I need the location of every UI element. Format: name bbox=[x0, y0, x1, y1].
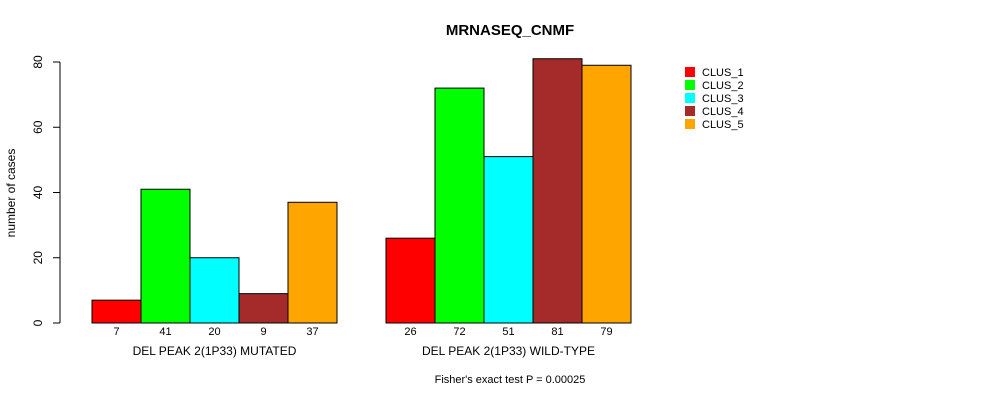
bar-count-label: 72 bbox=[453, 326, 465, 338]
bar-clus-4-group-1 bbox=[238, 293, 289, 324]
bar-clus-2-group-2 bbox=[434, 87, 485, 324]
legend-label: CLUS_2 bbox=[702, 80, 744, 92]
bar-clus-5-group-1 bbox=[287, 201, 338, 324]
y-axis: 0 20 40 60 80 bbox=[31, 55, 61, 326]
legend-swatch bbox=[685, 119, 695, 129]
bar-count-label: 51 bbox=[502, 326, 514, 338]
fisher-test-annotation: Fisher's exact test P = 0.00025 bbox=[435, 374, 586, 386]
bar-count-label: 20 bbox=[208, 326, 220, 338]
bar-count-label: 7 bbox=[113, 326, 119, 338]
y-tick-label: 40 bbox=[31, 186, 45, 200]
legend-label: CLUS_1 bbox=[702, 67, 744, 79]
bar-count-label: 81 bbox=[551, 326, 563, 338]
y-tick-label: 80 bbox=[31, 55, 45, 69]
category-label: DEL PEAK 2(1P33) WILD-TYPE bbox=[422, 344, 595, 358]
bar-clus-2-group-1 bbox=[140, 188, 191, 324]
bar-clus-4-group-2 bbox=[532, 58, 583, 324]
bar-count-label: 41 bbox=[159, 326, 171, 338]
bar-count-label: 79 bbox=[600, 326, 612, 338]
bar-count-label: 26 bbox=[404, 326, 416, 338]
y-tick-label: 20 bbox=[31, 251, 45, 265]
category-label: DEL PEAK 2(1P33) MUTATED bbox=[133, 344, 297, 358]
chart-title: MRNASEQ_CNMF bbox=[446, 22, 574, 39]
legend-label: CLUS_4 bbox=[702, 106, 744, 118]
legend-swatch bbox=[685, 93, 695, 103]
legend-swatch bbox=[685, 106, 695, 116]
bar-clus-5-group-2 bbox=[581, 64, 632, 324]
y-tick-label: 0 bbox=[31, 319, 45, 326]
legend-swatch bbox=[685, 80, 695, 90]
y-tick-label: 60 bbox=[31, 120, 45, 134]
legend-label: CLUS_5 bbox=[702, 119, 744, 131]
bar-clus-1-group-1 bbox=[91, 299, 142, 324]
legend-swatch bbox=[685, 67, 695, 77]
bars: 7 41 20 9 37 DEL PEAK 2(1P33) MUTATED 26 72 51 81… bbox=[91, 58, 632, 358]
bar-clus-3-group-2 bbox=[483, 156, 534, 324]
bar-count-label: 37 bbox=[306, 326, 318, 338]
legend-label: CLUS_3 bbox=[702, 93, 744, 105]
y-axis-label: number of cases bbox=[4, 149, 18, 238]
bar-clus-1-group-2 bbox=[385, 237, 436, 324]
bar-count-label: 9 bbox=[260, 326, 266, 338]
bar-clus-3-group-1 bbox=[189, 257, 240, 324]
